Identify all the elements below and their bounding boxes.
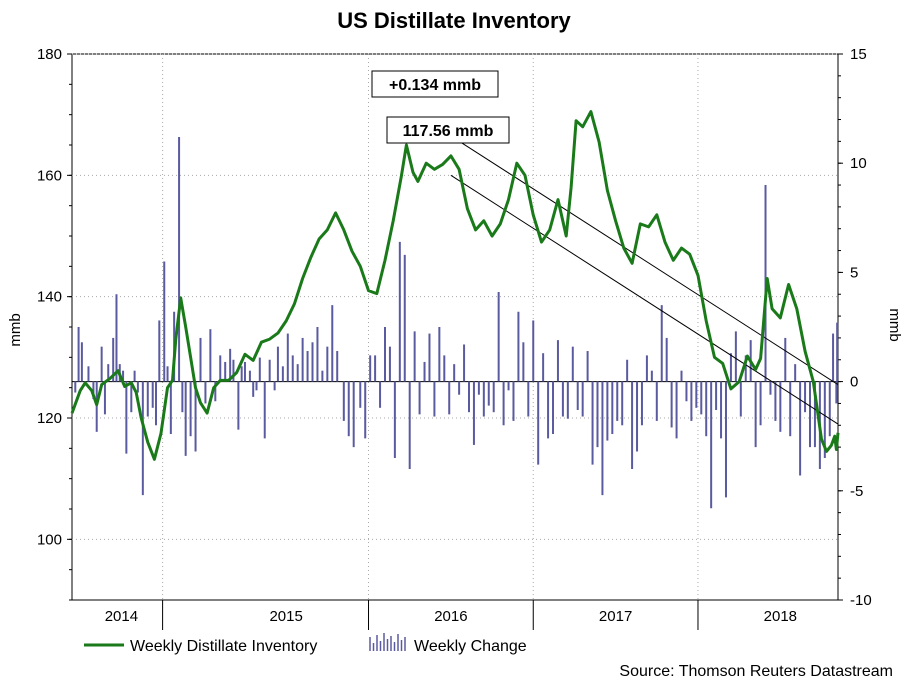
x-tick-label: 2016 <box>434 608 467 625</box>
right-tick-label: 15 <box>850 46 867 63</box>
left-tick-label: 100 <box>37 531 62 548</box>
right-tick-label: -5 <box>850 483 863 500</box>
annotation-change: +0.134 mmb <box>389 77 481 94</box>
annotations: +0.134 mmb 117.56 mmb <box>371 70 510 144</box>
x-tick-label: 2017 <box>599 608 632 625</box>
left-tick-label: 160 <box>37 167 62 184</box>
source-note: Source: Thomson Reuters Datastream <box>619 663 893 680</box>
left-tick-label: 180 <box>37 46 62 63</box>
legend-inventory-label: Weekly Distillate Inventory <box>130 638 317 655</box>
annotation-box-change <box>371 70 499 98</box>
chart-title: US Distillate Inventory <box>337 8 571 33</box>
plot-frame <box>71 53 839 601</box>
legend-change-label: Weekly Change <box>414 638 527 655</box>
left-tick-label: 140 <box>37 289 62 306</box>
annotation-level: 117.56 mmb <box>403 123 494 140</box>
right-tick-label: 0 <box>850 374 858 391</box>
x-tick-label: 2015 <box>269 608 302 625</box>
right-tick-label: 10 <box>850 155 867 172</box>
left-tick-label: 120 <box>37 410 62 427</box>
left-axis-label: mmb <box>7 313 24 346</box>
x-tick-label: 2014 <box>105 608 138 625</box>
annotation-box-level <box>386 116 510 144</box>
right-tick-label: -10 <box>850 592 872 609</box>
trend-line <box>450 174 839 425</box>
inventory-line <box>70 110 840 461</box>
trend-line <box>450 135 839 386</box>
plot-area: 100 120 140 160 180 -10 -5 0 5 10 15 2014 2015 2016 20… <box>37 46 872 630</box>
legend-bar-swatch <box>369 633 406 651</box>
right-tick-label: 5 <box>850 264 858 281</box>
right-axis-label: mmb <box>886 308 903 341</box>
legend: Weekly Distillate Inventory Weekly Chang… <box>84 633 527 655</box>
x-tick-label: 2018 <box>764 608 797 625</box>
